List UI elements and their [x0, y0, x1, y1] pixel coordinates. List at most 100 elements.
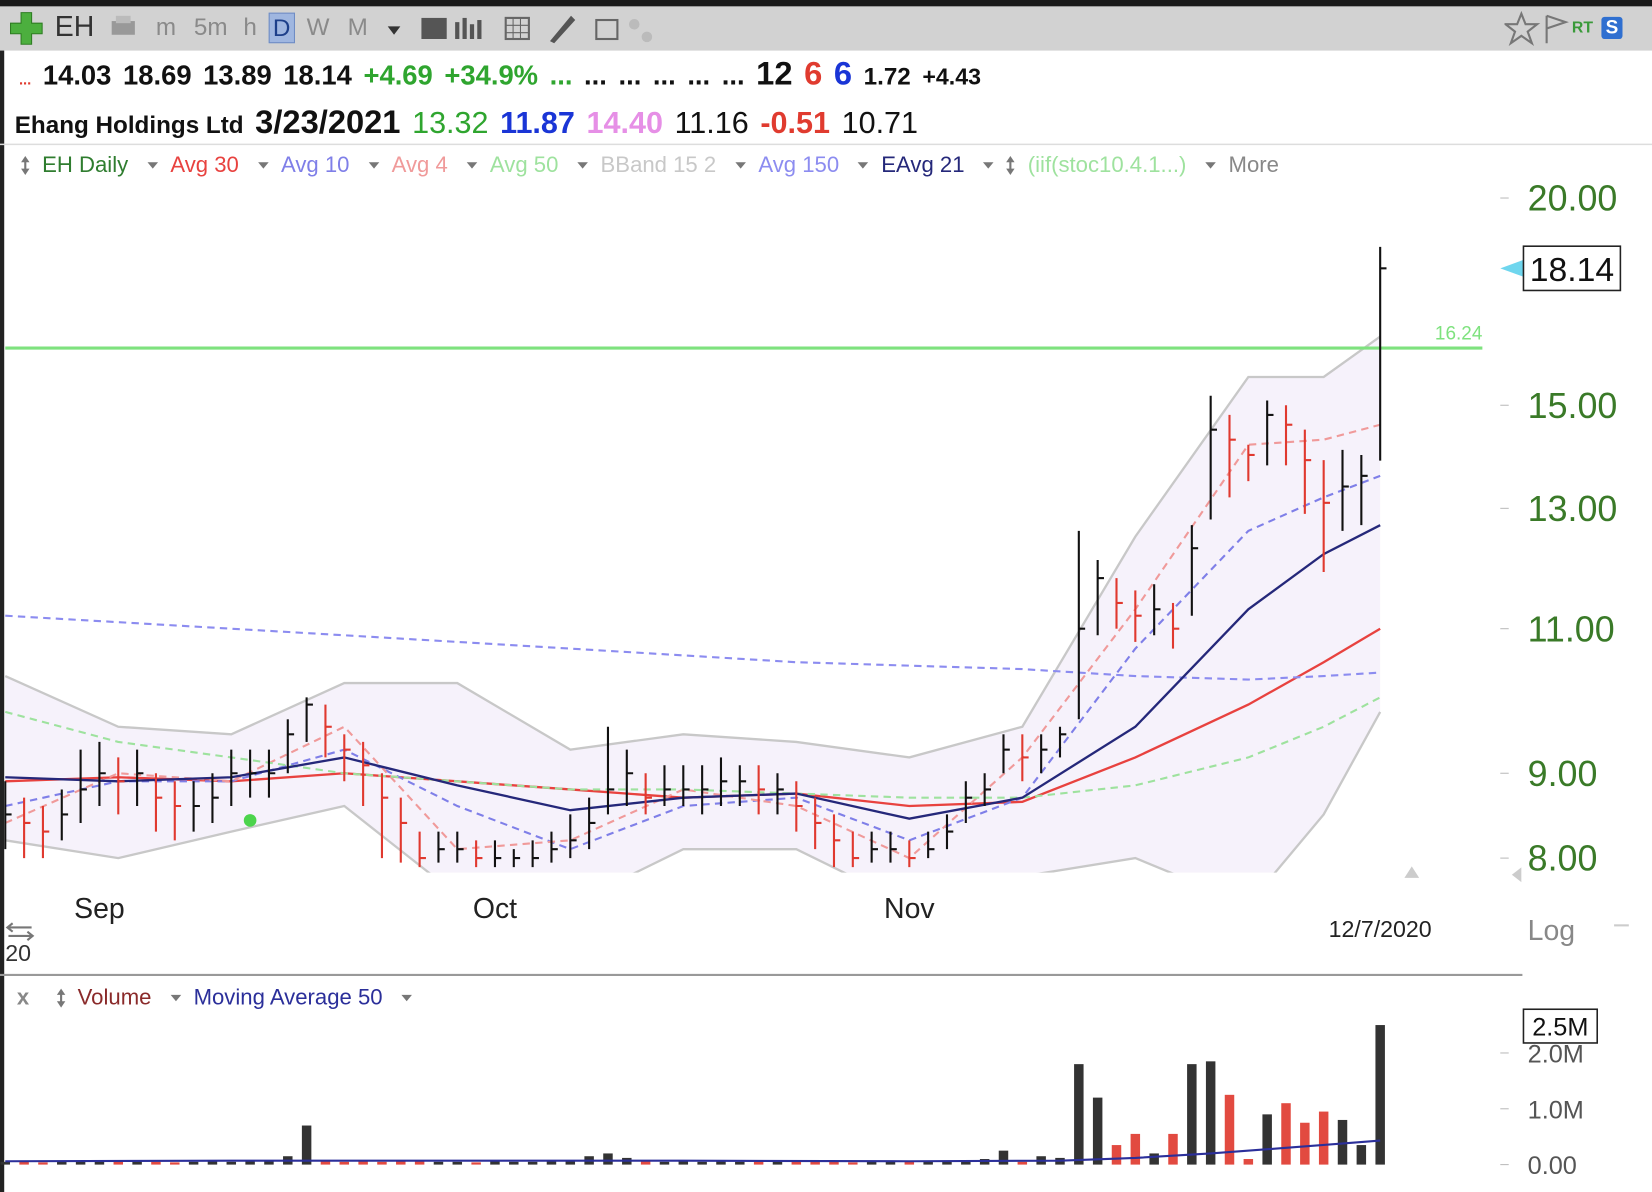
- volume-bar: [791, 1161, 802, 1165]
- scale-label: Log: [1528, 915, 1575, 947]
- y-tick-label: 9.00: [1528, 754, 1598, 794]
- sort-icon: [1006, 155, 1016, 175]
- rt-label[interactable]: RT: [1571, 18, 1593, 37]
- dropdown-arrow: [170, 994, 181, 1002]
- volume-bar: [603, 1153, 613, 1165]
- legend-item[interactable]: Volume: [77, 985, 152, 1010]
- dropdown-arrow: [858, 162, 869, 169]
- left-border: [0, 0, 5, 1192]
- axes: 8.00 9.00 11.00 13.00 15.00 20.00 Sep Oct Nov 12/…: [0, 179, 1622, 1180]
- dropdown-arrow: [466, 162, 478, 169]
- legend-item[interactable]: Avg 4: [391, 152, 448, 178]
- quote-item: 10.71: [841, 106, 919, 141]
- y-tick-label: 0.00: [1528, 1152, 1577, 1180]
- volume-bar: [170, 1162, 180, 1165]
- interval[interactable]: M: [347, 12, 368, 41]
- badge[interactable]: S: [1601, 16, 1623, 39]
- legend-item[interactable]: (iif(stoc10.4.1...): [1027, 152, 1187, 178]
- dropdown-arrow: [983, 162, 995, 169]
- volume-bar: [829, 1161, 839, 1165]
- y-tick-label: 1.0M: [1528, 1096, 1584, 1124]
- interval[interactable]: m: [155, 12, 177, 41]
- volume-bar: [1130, 1133, 1141, 1165]
- quote-item: 14.40: [586, 106, 663, 141]
- volume-bar: [151, 1161, 161, 1165]
- volume-bar: [527, 1161, 538, 1165]
- volume-bar: [1092, 1097, 1103, 1165]
- legend-item[interactable]: EAvg 21: [881, 152, 965, 178]
- arrow-icon: [5, 922, 35, 941]
- sort-icon: [56, 988, 65, 1008]
- volume-bar: [1375, 1025, 1385, 1165]
- quote-item: ...: [618, 59, 642, 91]
- volume-bar: [998, 1150, 1009, 1165]
- x-tick-label: Oct: [473, 893, 517, 925]
- volume-bar: [75, 1161, 86, 1165]
- interval[interactable]: h: [243, 12, 257, 41]
- volume-bar: [490, 1161, 500, 1165]
- legend-item[interactable]: Avg 30: [170, 152, 239, 178]
- volume-ma-line: [5, 1139, 1381, 1163]
- volume-bar: [38, 1162, 48, 1165]
- add-icon[interactable]: [8, 8, 50, 50]
- y-tick-label: 15.00: [1528, 386, 1618, 426]
- moving-average-line: [5, 614, 1381, 681]
- print-icon[interactable]: [109, 13, 141, 45]
- symbol[interactable]: EH: [54, 10, 95, 43]
- company-name: Ehang Holdings Ltd: [14, 110, 244, 139]
- volume-bar: [0, 1161, 11, 1165]
- legend-item[interactable]: Moving Average 50: [193, 985, 383, 1010]
- tool-icons[interactable]: [381, 9, 655, 47]
- moving-average-line: [5, 711, 1382, 873]
- quote-item: 13.32: [412, 106, 489, 141]
- legend-item[interactable]: Avg 150: [758, 152, 840, 178]
- quote-item: 1.72: [863, 62, 911, 90]
- toolbar: EH m 5m h D W M RT S: [0, 0, 1652, 51]
- volume-bar: [509, 1161, 519, 1165]
- volume-bar: [923, 1161, 933, 1165]
- legend-item[interactable]: Avg 50: [489, 152, 559, 178]
- quote-item: ...: [18, 70, 32, 88]
- volume-bar: [1187, 1064, 1197, 1165]
- volume-bar: [1017, 1161, 1028, 1165]
- sort-icon-bar: [1009, 161, 1012, 170]
- legend-item[interactable]: BBand 15 2: [600, 152, 717, 178]
- quote-item: -0.51: [760, 106, 830, 141]
- volume-bar: [1205, 1061, 1216, 1165]
- legend-item[interactable]: EH Daily: [42, 152, 129, 178]
- quote-item: 11.87: [500, 106, 575, 141]
- quote-item: +4.43: [922, 63, 982, 90]
- volume-bar: [1337, 1119, 1348, 1165]
- interval[interactable]: 5m: [193, 12, 228, 41]
- date: 3/23/2021: [255, 103, 401, 141]
- volume-bar: [735, 1161, 745, 1165]
- quote-item: 14.03: [42, 59, 112, 91]
- sort-icon-bar: [24, 161, 27, 170]
- interval[interactable]: W: [306, 12, 330, 41]
- marker: [1404, 866, 1420, 878]
- volume-bar: [1224, 1094, 1235, 1165]
- quote-item: ...: [721, 59, 745, 91]
- volume-bar: [1243, 1159, 1254, 1165]
- volume-bar: [885, 1161, 896, 1165]
- volume-bar: [697, 1161, 707, 1165]
- sort-icon: [21, 155, 30, 175]
- right-icons[interactable]: [1504, 9, 1599, 47]
- volume-bar: [565, 1160, 576, 1165]
- volume-bar: [753, 1160, 764, 1165]
- quote-line: ... 14.03 18.69 13.89 18.14 +4.69 +34.9%…: [19, 55, 981, 93]
- dropdown-arrow: [368, 162, 379, 169]
- quote-item: +4.69: [363, 59, 433, 91]
- legend-item[interactable]: Avg 10: [280, 152, 350, 178]
- volume-bar: [264, 1160, 274, 1165]
- quote-item: ...: [584, 59, 607, 91]
- volume-bar: [659, 1161, 670, 1165]
- volume-bar: [452, 1161, 463, 1165]
- close-button[interactable]: x: [16, 985, 30, 1010]
- quote-item: 12: [756, 54, 793, 92]
- legend-item[interactable]: More: [1228, 152, 1279, 178]
- interval-selected[interactable]: D: [268, 12, 295, 44]
- quote-item: 18.69: [123, 59, 192, 91]
- volume-label-box: [1522, 1008, 1599, 1044]
